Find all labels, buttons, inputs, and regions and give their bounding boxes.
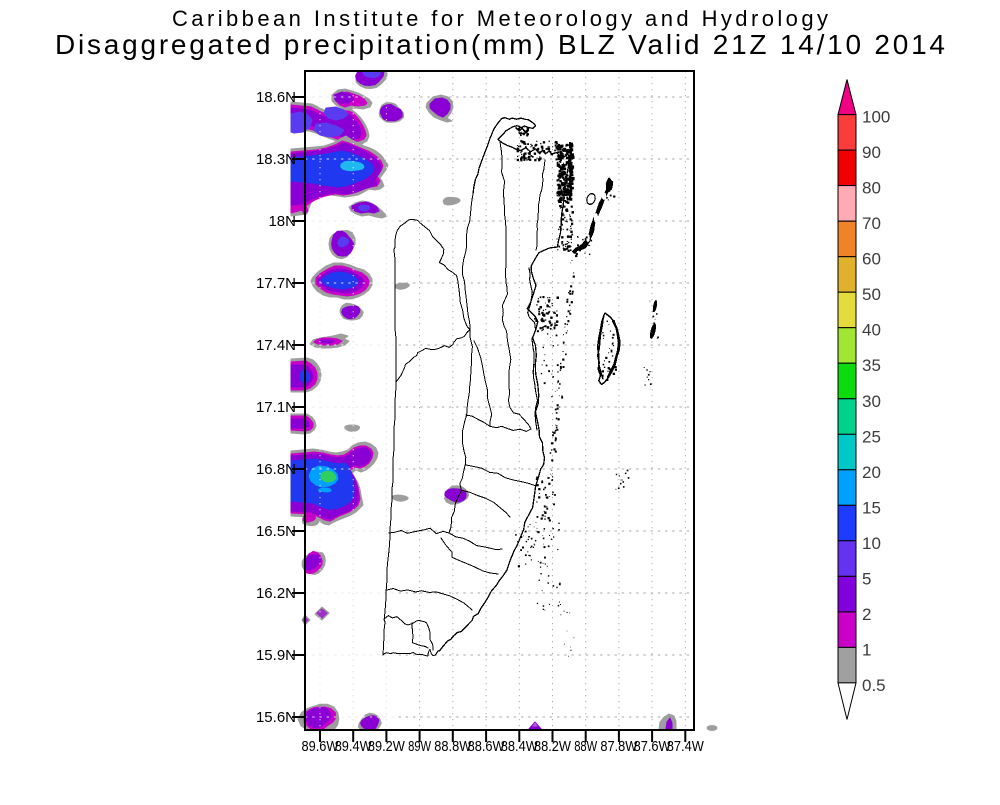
svg-text:100: 100 bbox=[862, 108, 890, 127]
svg-text:18.6N: 18.6N bbox=[256, 89, 296, 106]
svg-text:17.4N: 17.4N bbox=[256, 337, 296, 354]
svg-text:20: 20 bbox=[862, 463, 881, 482]
svg-text:17.1N: 17.1N bbox=[256, 399, 296, 416]
svg-text:18.3N: 18.3N bbox=[256, 151, 296, 168]
svg-text:5: 5 bbox=[862, 569, 871, 588]
svg-text:87.6W: 87.6W bbox=[634, 738, 672, 755]
svg-text:15.9N: 15.9N bbox=[256, 647, 296, 664]
svg-text:16.5N: 16.5N bbox=[256, 523, 296, 540]
svg-text:18N: 18N bbox=[268, 213, 296, 230]
svg-text:88.6W: 88.6W bbox=[468, 738, 506, 755]
svg-text:0.5: 0.5 bbox=[862, 676, 886, 695]
svg-text:35: 35 bbox=[862, 356, 881, 375]
svg-text:60: 60 bbox=[862, 250, 881, 269]
svg-text:17.7N: 17.7N bbox=[256, 275, 296, 292]
svg-text:89.6W: 89.6W bbox=[302, 738, 340, 755]
svg-text:70: 70 bbox=[862, 214, 881, 233]
svg-text:89.4W: 89.4W bbox=[335, 738, 373, 755]
svg-text:1: 1 bbox=[862, 640, 871, 659]
svg-text:89.2W: 89.2W bbox=[368, 738, 406, 755]
svg-text:88.4W: 88.4W bbox=[501, 738, 539, 755]
svg-text:15: 15 bbox=[862, 498, 881, 517]
svg-text:50: 50 bbox=[862, 285, 881, 304]
svg-text:87.8W: 87.8W bbox=[600, 738, 638, 755]
svg-text:16.2N: 16.2N bbox=[256, 585, 296, 602]
svg-text:90: 90 bbox=[862, 143, 881, 162]
svg-text:Disaggregated precipitation(mm: Disaggregated precipitation(mm) BLZ Vali… bbox=[55, 29, 945, 60]
svg-text:10: 10 bbox=[862, 534, 881, 553]
svg-text:89W: 89W bbox=[408, 738, 432, 755]
svg-text:16.8N: 16.8N bbox=[256, 461, 296, 478]
svg-text:25: 25 bbox=[862, 427, 881, 446]
svg-text:2: 2 bbox=[862, 605, 871, 624]
svg-text:88.8W: 88.8W bbox=[434, 738, 472, 755]
svg-text:87.4W: 87.4W bbox=[667, 738, 705, 755]
svg-text:88W: 88W bbox=[574, 738, 598, 755]
svg-text:80: 80 bbox=[862, 179, 881, 198]
svg-text:88.2W: 88.2W bbox=[534, 738, 572, 755]
svg-text:30: 30 bbox=[862, 392, 881, 411]
svg-text:40: 40 bbox=[862, 321, 881, 340]
svg-text:15.6N: 15.6N bbox=[256, 709, 296, 726]
